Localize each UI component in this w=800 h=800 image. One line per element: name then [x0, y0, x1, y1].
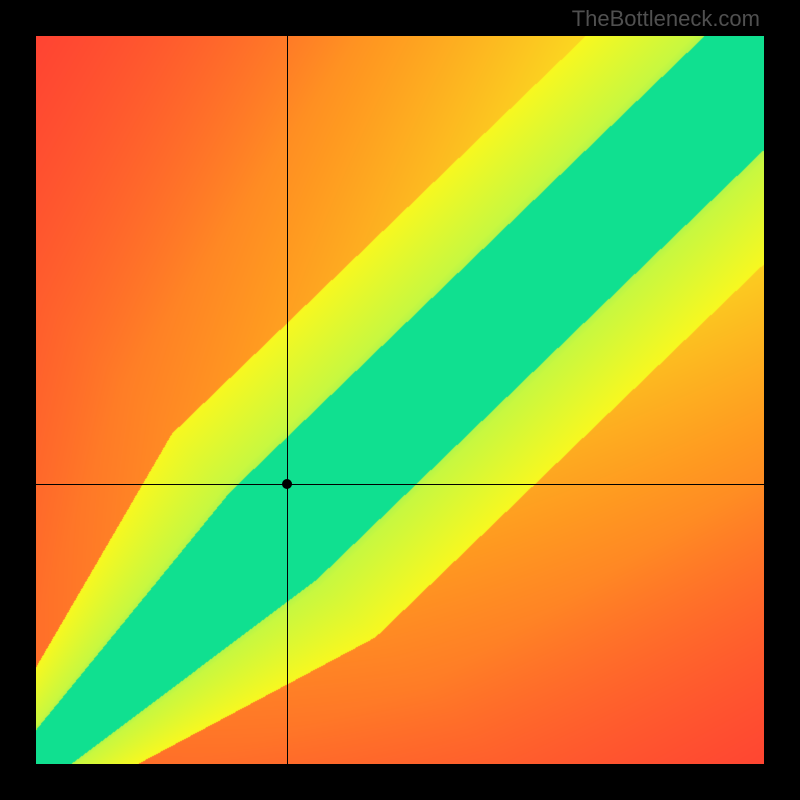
crosshair-horizontal [36, 484, 764, 485]
crosshair-vertical [287, 36, 288, 764]
watermark-text: TheBottleneck.com [572, 6, 760, 32]
crosshair-point [282, 479, 292, 489]
heatmap-chart [36, 36, 764, 764]
heatmap-canvas [36, 36, 764, 764]
